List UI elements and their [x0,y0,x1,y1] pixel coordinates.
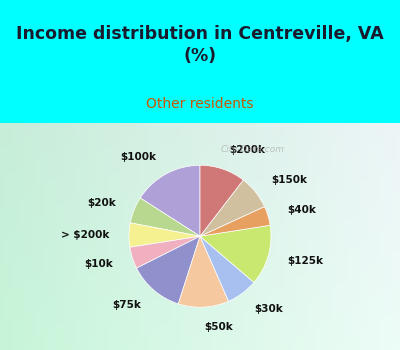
Wedge shape [200,225,271,282]
Wedge shape [178,236,228,307]
Text: $30k: $30k [254,304,283,314]
Text: Other residents: Other residents [146,97,254,111]
Text: $200k: $200k [229,145,265,155]
Wedge shape [140,165,200,236]
Text: $20k: $20k [87,197,116,208]
Wedge shape [200,165,243,236]
Text: City-Data.com: City-Data.com [220,145,284,154]
Wedge shape [130,236,200,268]
Text: $125k: $125k [288,256,324,266]
Wedge shape [129,223,200,247]
Text: $150k: $150k [271,175,307,184]
Text: $100k: $100k [120,152,156,162]
Text: $50k: $50k [205,322,234,332]
Wedge shape [200,236,254,301]
Text: > $200k: > $200k [61,230,109,240]
Text: Income distribution in Centreville, VA
(%): Income distribution in Centreville, VA (… [16,25,384,65]
Text: $75k: $75k [112,300,141,310]
Text: $10k: $10k [85,259,114,269]
Wedge shape [200,180,264,236]
Wedge shape [200,206,270,236]
Wedge shape [136,236,200,304]
Text: $40k: $40k [287,205,316,215]
Wedge shape [130,198,200,236]
